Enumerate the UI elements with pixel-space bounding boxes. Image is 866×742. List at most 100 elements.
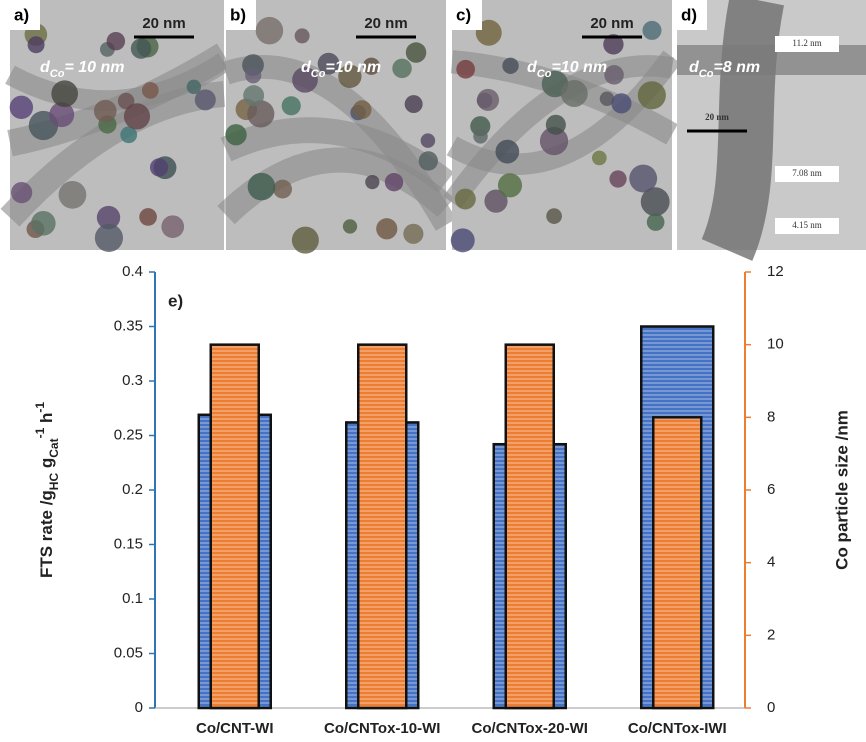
- y2-tick-label: 8: [767, 408, 775, 425]
- y-label-part: Cat: [47, 438, 61, 457]
- panel-annotation: e): [168, 291, 183, 310]
- particle: [603, 34, 624, 55]
- particle: [502, 57, 519, 74]
- particle: [646, 213, 665, 231]
- particle: [365, 174, 380, 190]
- particle: [292, 66, 318, 93]
- particle-size: dCo=10 nm: [527, 59, 607, 80]
- x-tick-label: Co/CNT-WI: [196, 720, 273, 737]
- particle: [243, 85, 265, 107]
- particle: [247, 172, 276, 201]
- y-tick-label: 0.3: [122, 372, 143, 389]
- particle: [420, 133, 436, 148]
- panel-label: c): [456, 5, 471, 24]
- size-subscript: Co: [311, 68, 326, 80]
- particle-size: dCo=10 nm: [301, 59, 381, 80]
- particle: [484, 189, 508, 213]
- particle: [342, 219, 358, 234]
- particle: [281, 96, 301, 116]
- particle-size: dCo=8 nm: [689, 59, 760, 80]
- size-subscript: Co: [537, 68, 552, 80]
- bar: [357, 343, 408, 710]
- particle: [405, 42, 427, 63]
- particle: [392, 58, 412, 79]
- particle: [149, 158, 169, 177]
- measurement: 11.2 nm: [792, 38, 821, 48]
- panel-label: d): [681, 5, 697, 24]
- bar: [209, 343, 260, 710]
- label-bg: [10, 0, 40, 30]
- size-symbol: d: [301, 59, 312, 76]
- y-tick-label: 0.2: [122, 481, 143, 498]
- particle: [611, 93, 632, 114]
- y-tick-label: 0.15: [114, 535, 143, 552]
- particle: [294, 28, 310, 44]
- particle: [255, 16, 284, 45]
- scale-text: 20 nm: [142, 15, 185, 32]
- particle: [141, 82, 159, 99]
- particle: [94, 223, 124, 253]
- particle: [418, 151, 439, 171]
- panel-label: a): [14, 5, 29, 24]
- size-value: =8 nm: [713, 59, 760, 76]
- measure-bg: [775, 218, 839, 234]
- y-tick-label: 0: [135, 699, 143, 716]
- particle: [404, 95, 423, 114]
- particle: [130, 38, 152, 59]
- particle: [11, 181, 33, 204]
- particle: [27, 36, 45, 54]
- panel-label: b): [230, 5, 246, 24]
- particle: [273, 179, 293, 199]
- particle: [637, 81, 666, 110]
- y-label-part: g: [37, 458, 56, 473]
- particle: [599, 91, 615, 107]
- y-label-part: h: [37, 413, 56, 428]
- y-label-part: FTS rate /g: [37, 490, 56, 578]
- size-subscript: Co: [699, 68, 714, 80]
- particle: [247, 100, 275, 128]
- particle: [642, 20, 662, 40]
- y2-tick-label: 2: [767, 626, 775, 643]
- particle: [51, 80, 79, 107]
- particle: [317, 52, 340, 75]
- y2-tick-label: 6: [767, 481, 775, 498]
- label-bg: [452, 0, 482, 30]
- y2-axis-label: Co particle size /nm: [832, 410, 851, 570]
- measurement: 7.08 nm: [792, 168, 822, 178]
- measurement: 4.15 nm: [792, 220, 822, 230]
- y-label-part: HC: [47, 473, 61, 491]
- size-symbol: d: [689, 59, 700, 76]
- particle: [93, 99, 117, 123]
- particle: [403, 223, 424, 244]
- nanotube: [701, 0, 785, 261]
- particle: [338, 64, 362, 89]
- size-value: =10 nm: [325, 59, 381, 76]
- particle: [384, 172, 404, 192]
- particle: [475, 19, 502, 46]
- particle: [117, 92, 135, 110]
- bar: [504, 343, 555, 710]
- y-tick-label: 0.35: [114, 317, 143, 334]
- particle: [120, 126, 138, 144]
- x-tick-label: Co/CNTox-20-WI: [472, 720, 588, 737]
- y2-tick-label: 12: [767, 263, 784, 280]
- particle-size: dCo= 10 nm: [40, 59, 124, 80]
- particle: [539, 126, 569, 156]
- scale-text: 20 nm: [705, 112, 729, 122]
- size-value: = 10 nm: [64, 59, 124, 76]
- particle: [495, 139, 520, 164]
- particle: [545, 114, 566, 135]
- label-bg: [677, 0, 707, 30]
- particle: [454, 188, 476, 210]
- particle: [139, 208, 157, 226]
- label-bg: [226, 0, 256, 30]
- particle: [96, 205, 121, 230]
- y-tick-label: 0.25: [114, 426, 143, 443]
- scale-text: 20 nm: [364, 15, 407, 32]
- particle: [609, 170, 627, 188]
- particle: [560, 80, 588, 107]
- y2-tick-label: 4: [767, 554, 775, 571]
- tem-panel: d) 20 nm dCo=8 nm 11.2 nm 7.08 nm 4.15 nm: [677, 0, 866, 261]
- y-label-part: -1: [33, 402, 47, 413]
- nanotube: [220, 117, 454, 193]
